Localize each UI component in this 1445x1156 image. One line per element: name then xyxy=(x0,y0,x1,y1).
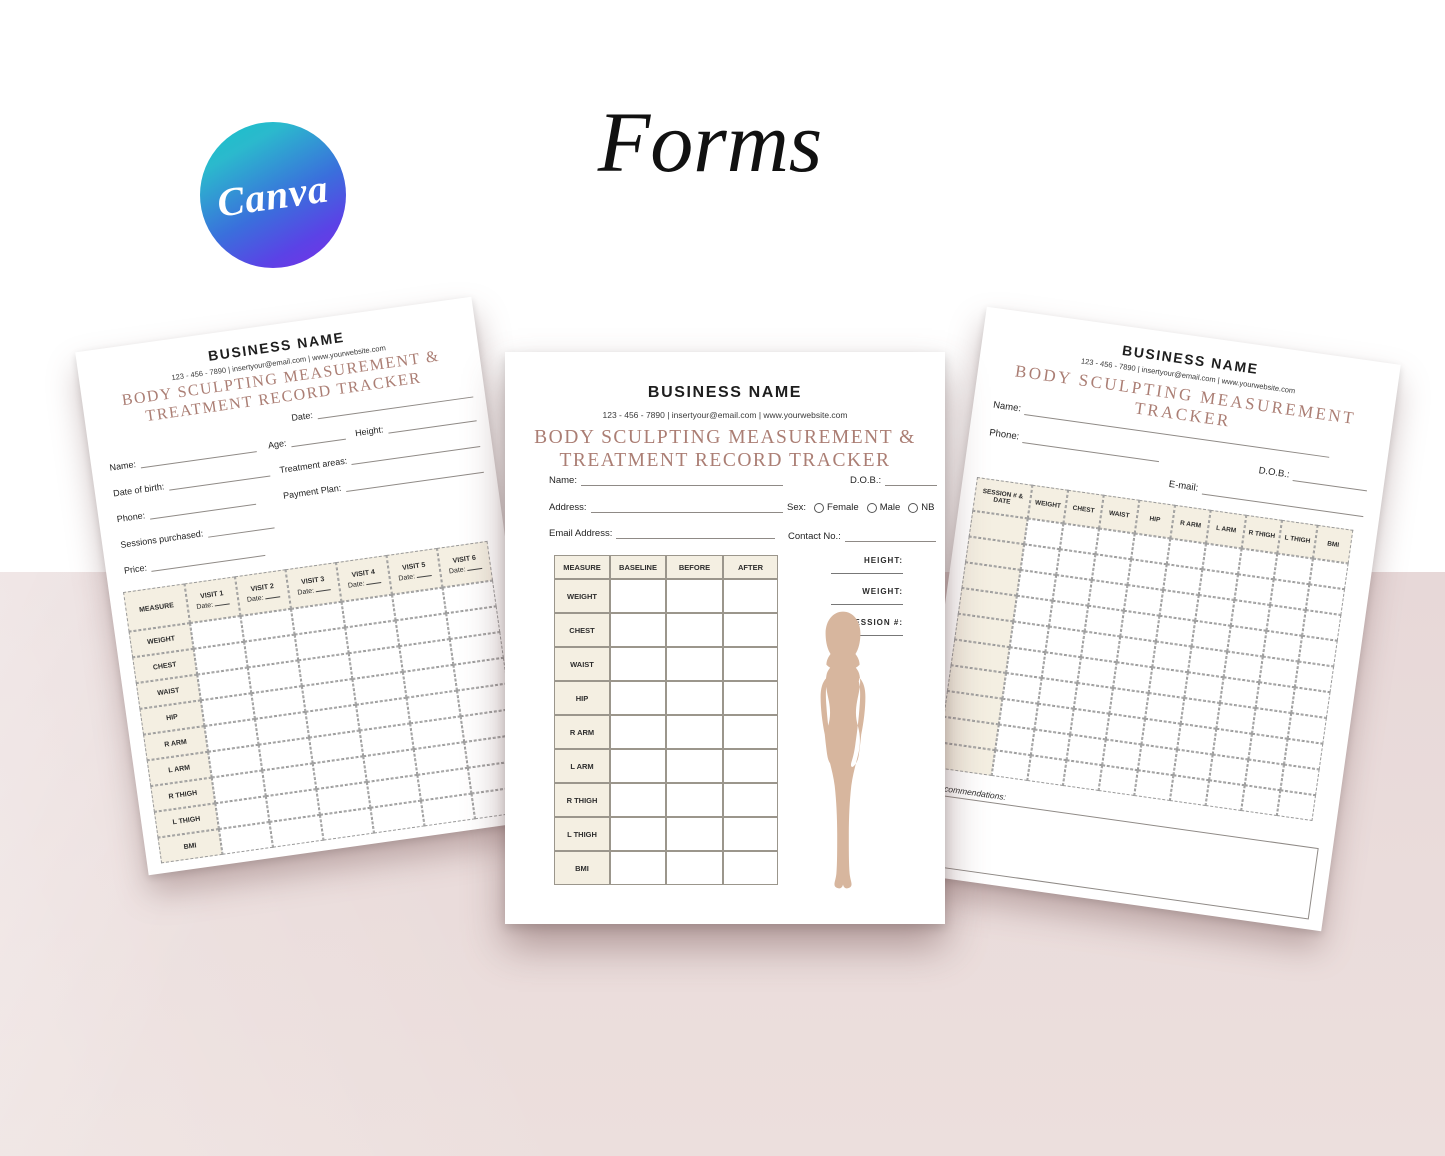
row-label: CHEST xyxy=(554,613,610,647)
col-header: HIP xyxy=(1134,499,1176,539)
dob-field: D.O.B.: xyxy=(1258,464,1369,492)
form-title-line1: BODY SCULPTING MEASUREMENT & xyxy=(534,427,916,448)
canva-wordmark: Canva xyxy=(214,164,332,226)
contact-no-field: Contact No.: xyxy=(788,530,936,542)
row-label: R ARM xyxy=(554,715,610,749)
phone-field: Phone: xyxy=(116,492,257,524)
col-header: AFTER xyxy=(723,555,778,579)
col-header: L ARM xyxy=(1206,509,1247,549)
phone-field: Phone: xyxy=(989,426,1161,463)
col-header: WAIST xyxy=(1099,494,1140,534)
measurement-table: MEASURE BASELINE BEFORE AFTER WEIGHT CHE… xyxy=(554,555,778,885)
form-page-center: BUSINESS NAME 123 - 456 - 7890 | inserty… xyxy=(505,352,945,924)
row-label: BMI xyxy=(554,851,610,885)
age-field: Age: xyxy=(267,427,346,450)
col-header: BEFORE xyxy=(666,555,723,579)
female-body-silhouette xyxy=(820,611,866,889)
sex-field: Sex: Female Male NB xyxy=(787,502,935,513)
row-label: L ARM xyxy=(554,749,610,783)
side-fields: HEIGHT: WEIGHT: SESSION #: xyxy=(793,556,903,638)
col-header: CHEST xyxy=(1063,489,1104,529)
row-label: L THIGH xyxy=(554,817,610,851)
page-title: Forms xyxy=(597,94,823,190)
address-field: Address: xyxy=(549,501,783,513)
canva-logo: Canva xyxy=(200,122,346,268)
col-header: MEASURE xyxy=(554,555,610,579)
form-page-left: BUSINESS NAME 123 - 456 - 7890 | inserty… xyxy=(75,296,545,876)
col-header: WEIGHT xyxy=(1027,484,1069,524)
visits-table: MEASURE VISIT 1 Date: VISIT 2 Date: VISIT … xyxy=(123,540,526,864)
row-label: HIP xyxy=(554,681,610,715)
name-field: Name: xyxy=(549,474,783,486)
col-header: R THIGH xyxy=(1241,514,1283,554)
row-label: R THIGH xyxy=(554,783,610,817)
col-header: R ARM xyxy=(1170,504,1211,544)
height-field: HEIGHT: xyxy=(793,556,903,576)
contact-line: 123 - 456 - 7890 | insertyour@email.com … xyxy=(602,410,848,420)
weight-field: WEIGHT: xyxy=(793,587,903,607)
col-header: L THIGH xyxy=(1277,519,1318,559)
row-label: WEIGHT xyxy=(554,579,610,613)
form-title-line2: TREATMENT RECORD TRACKER xyxy=(559,450,891,471)
email-field: Email Address: xyxy=(549,527,775,539)
col-header: BASELINE xyxy=(610,555,666,579)
radio-female xyxy=(814,502,825,513)
name-field: Name: xyxy=(109,440,257,473)
height-field: Height: xyxy=(354,409,477,438)
session-field: SESSION #: xyxy=(793,618,903,638)
row-label: WAIST xyxy=(554,647,610,681)
business-name: BUSINESS NAME xyxy=(647,384,803,401)
col-header: BMI xyxy=(1312,524,1354,564)
radio-nb xyxy=(908,502,919,513)
form-page-right: BUSINESS NAME 123 - 456 - 7890 | inserty… xyxy=(907,306,1401,932)
radio-male xyxy=(866,502,877,513)
price-field: Price: xyxy=(123,544,266,576)
dob-field: D.O.B.: xyxy=(850,474,937,486)
sessions-table: SESSION # & DATE WEIGHT CHEST WAIST HIP … xyxy=(936,476,1354,822)
